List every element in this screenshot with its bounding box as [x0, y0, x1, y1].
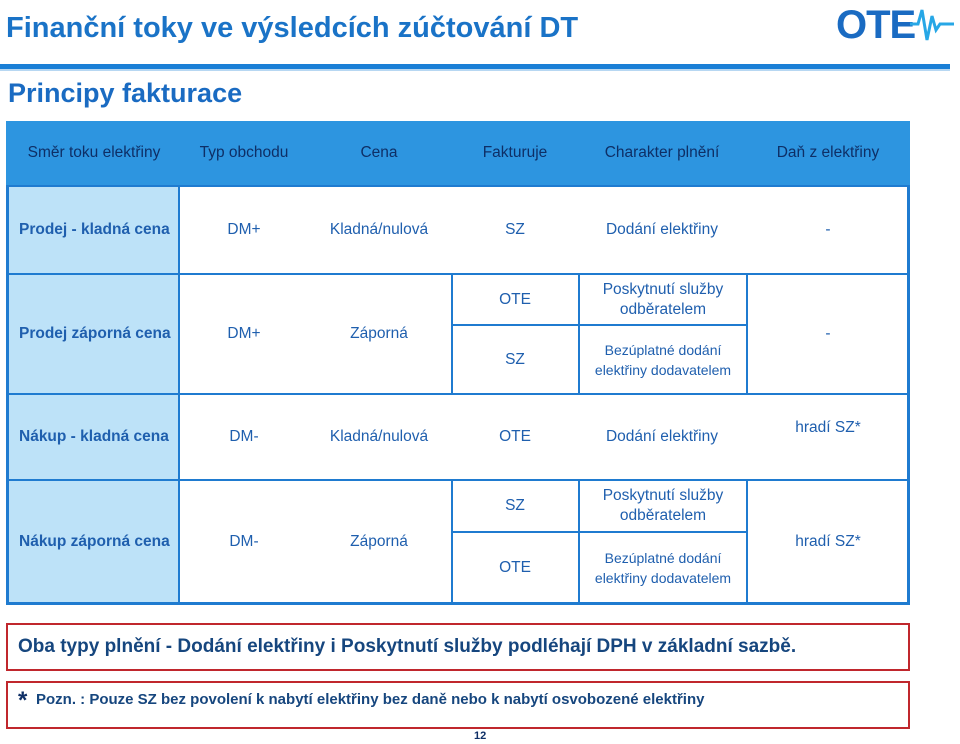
table-row-tax: hradí SZ* [795, 532, 861, 550]
footnote-star: * [18, 687, 28, 714]
table-row-invoices-second: OTE [499, 558, 531, 576]
table-row-direction: Prodej záporná cena [19, 325, 171, 342]
section-subtitle: Principy fakturace [8, 78, 243, 108]
col-header-invoices: Fakturuje [452, 121, 578, 185]
table-row-type: DM+ [227, 325, 261, 342]
invoicing-table: Směr toku elektřiny Typ obchodu Cena Fak… [6, 121, 910, 605]
footnote-text: Pozn. : Pouze SZ bez povolení k nabytí e… [36, 691, 705, 708]
col-header-tax: Daň z elektřiny [746, 121, 910, 185]
table-row-price: Kladná/nulová [329, 221, 429, 238]
page-number: 12 [474, 730, 487, 742]
table-row-character-second: Bezúplatné dodání elektřiny dodavatelem [594, 549, 732, 586]
header-rule [0, 64, 950, 69]
table-row-type: DM+ [227, 221, 261, 238]
table-row-direction: Nákup - kladná cena [19, 428, 169, 445]
table-row-invoices-first: SZ [505, 497, 525, 514]
table-row-tax: - [825, 221, 831, 238]
table-row-character: Dodání elektřiny [605, 428, 718, 445]
table-row-character: Dodání elektřiny [605, 221, 718, 238]
col-header-character: Charakter plnění [578, 121, 746, 185]
table-row-tax: - [825, 325, 831, 342]
table-row-price: Kladná/nulová [329, 428, 429, 445]
logo-text: OTE [836, 3, 916, 46]
page-title: Finanční toky ve výsledcích zúčtování DT [6, 12, 579, 44]
table-row-character-second: Bezúplatné dodání elektřiny dodavatelem [594, 341, 732, 378]
table-row-direction: Nákup záporná cena [19, 532, 170, 550]
table-row-price: Záporná [350, 325, 408, 342]
table-row-character-first: Poskytnutí služby odběratelem [602, 487, 724, 524]
table-row-invoices-first: OTE [499, 290, 531, 308]
vat-note: Oba typy plnění - Dodání elektřiny i Pos… [18, 636, 797, 657]
table-row-character-first: Poskytnutí služby odběratelem [602, 280, 724, 318]
table-row-type: DM- [229, 428, 259, 445]
table-row-invoices: OTE [499, 428, 531, 445]
table-row-invoices: SZ [505, 221, 525, 238]
ote-logo: OTE [836, 3, 954, 46]
col-header-price: Cena [306, 121, 452, 185]
vat-note-box: Oba typy plnění - Dodání elektřiny i Pos… [6, 623, 910, 671]
table-row-invoices-second: SZ [505, 350, 525, 368]
table-row-type: DM- [229, 532, 259, 550]
header-rule-light [0, 69, 950, 71]
col-header-type: Typ obchodu [182, 121, 306, 185]
table-row-tax: hradí SZ* [795, 419, 861, 436]
table-row-price: Záporná [350, 532, 408, 550]
col-header-direction: Směr toku elektřiny [6, 121, 182, 185]
footnote-box: * Pozn. : Pouze SZ bez povolení k nabytí… [6, 681, 910, 729]
table-row-direction: Prodej - kladná cena [19, 221, 170, 238]
